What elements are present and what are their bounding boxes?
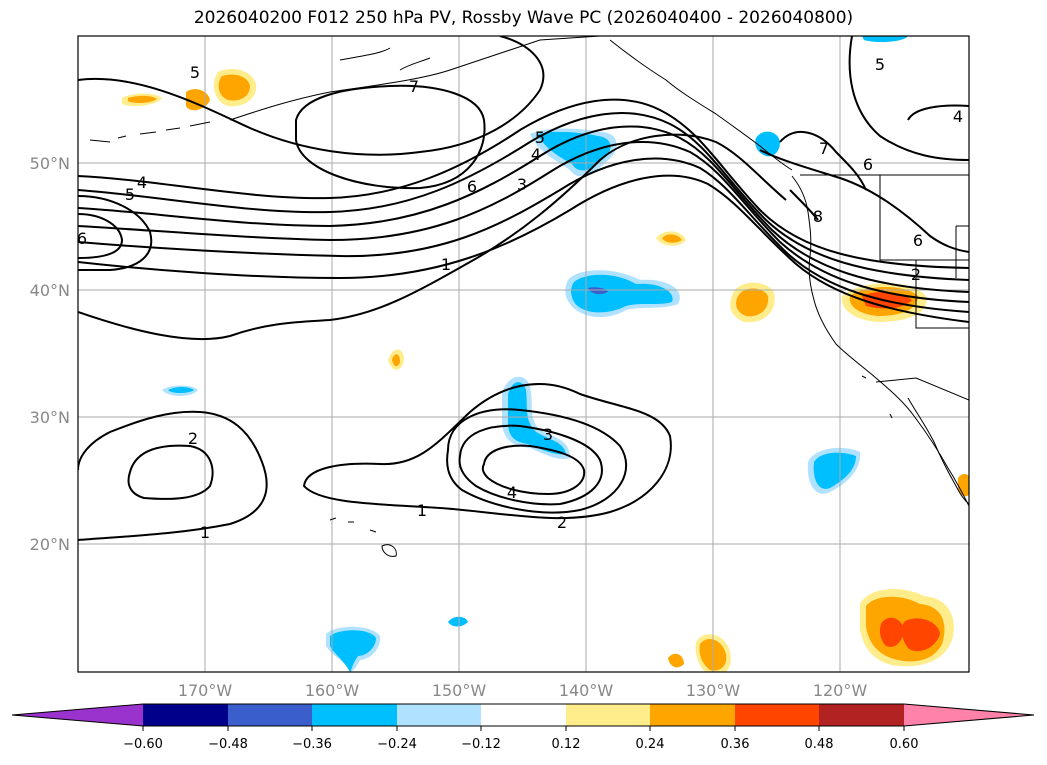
colorbar-segment (566, 704, 650, 726)
colorbar-tick-label: −0.36 (292, 737, 332, 752)
contour-label: 3 (517, 175, 527, 194)
colorbar-segment (397, 704, 481, 726)
pv-contours (78, 36, 969, 541)
colorbar-segment (735, 704, 819, 726)
colorbar-ticks (142, 726, 905, 731)
contour-label: 7 (819, 139, 829, 158)
contour-label: 2 (911, 265, 921, 284)
contour-label: 6 (913, 231, 923, 250)
plot-area (78, 36, 969, 672)
pos-anomaly-blob (186, 89, 210, 111)
colorbar-tick-label: −0.12 (461, 737, 501, 752)
colorbar-tick-label: 0.24 (636, 737, 665, 752)
colorbar-tick-label: −0.48 (208, 737, 248, 752)
colorbar-extend-high (904, 704, 1034, 726)
contour-label: 1 (417, 501, 427, 520)
contour-label: 4 (137, 173, 147, 192)
colorbar-tick-label: 0.36 (721, 737, 750, 752)
contour-label: 6 (467, 177, 477, 196)
contour-label: 6 (77, 229, 87, 248)
colorbar-tick-label: −0.24 (377, 737, 417, 752)
neg-anomaly-core (538, 131, 611, 171)
colorbar-segment (481, 704, 566, 726)
colorbar-segment (650, 704, 735, 726)
lat-label: 50°N (30, 154, 70, 173)
pos-anomaly-strong (879, 617, 904, 647)
pos-anomaly-core (128, 95, 157, 104)
contour-label: 5 (535, 128, 545, 147)
gridlines (78, 36, 969, 672)
contour-label: 5 (190, 63, 200, 82)
lon-label: 150°W (432, 681, 487, 700)
contour-label: 4 (507, 483, 517, 502)
lon-label: 120°W (813, 681, 868, 700)
neg-anomaly-core (330, 630, 376, 672)
contour-label: 2 (557, 513, 567, 532)
contour-labels: 5 7 4 5 6 6 3 4 5 1 7 6 8 6 2 5 4 2 1 1 … (77, 55, 963, 542)
contour-label: 4 (531, 145, 541, 164)
colorbar-extend-low (12, 704, 143, 726)
contour-label: 5 (125, 185, 135, 204)
pos-anomaly-core (662, 234, 682, 243)
colorbar-tick-label: 0.48 (805, 737, 834, 752)
colorbar-tick-label: 0.12 (552, 737, 581, 752)
neg-anomaly-core (813, 452, 856, 489)
colorbar-segment (143, 704, 228, 726)
lon-label: 140°W (559, 681, 614, 700)
contour-label: 6 (863, 155, 873, 174)
contour-label: 1 (200, 523, 210, 542)
pos-anomaly-core (392, 354, 400, 367)
neg-anomaly-core (571, 274, 673, 313)
contour-label: 1 (441, 255, 451, 274)
plot-frame (77, 35, 970, 673)
colorbar-tick-label: 0.60 (890, 737, 919, 752)
colorbar-segment (312, 704, 397, 726)
neg-anomaly-blob (862, 36, 908, 43)
coastlines (89, 36, 969, 557)
lat-label: 40°N (30, 281, 70, 300)
contour-label: 7 (409, 77, 419, 96)
neg-anomaly-strong (588, 287, 608, 295)
pos-anomaly-blob (668, 653, 684, 668)
lon-label: 160°W (305, 681, 360, 700)
contour-label: 3 (543, 425, 553, 444)
neg-anomaly-core (168, 387, 194, 393)
lat-label: 20°N (30, 535, 70, 554)
lat-labels: 50°N 40°N 30°N 20°N (30, 154, 70, 554)
pos-anomaly-strong (901, 618, 940, 652)
pv-anomaly-shading (122, 36, 969, 672)
pos-anomaly-core (736, 288, 769, 317)
lon-label: 130°W (686, 681, 741, 700)
contour-label: 8 (813, 207, 823, 226)
map-title: 2026040200 F012 250 hPa PV, Rossby Wave … (193, 8, 854, 28)
contour-label: 2 (188, 429, 198, 448)
colorbar-segment (228, 704, 312, 726)
lat-label: 30°N (30, 408, 70, 427)
neg-anomaly-core (508, 382, 566, 455)
contour-label: 5 (875, 55, 885, 74)
colorbar: −0.60 −0.48 −0.36 −0.24 −0.12 0.12 0.24 … (11, 703, 1035, 752)
lon-label: 170°W (178, 681, 233, 700)
contour-label: 4 (953, 107, 963, 126)
neg-anomaly-blob (448, 616, 468, 627)
colorbar-segment (819, 704, 904, 726)
lon-labels: 170°W 160°W 150°W 140°W 130°W 120°W (178, 681, 868, 700)
colorbar-tick-label: −0.60 (123, 737, 163, 752)
pos-anomaly-core (218, 74, 250, 101)
